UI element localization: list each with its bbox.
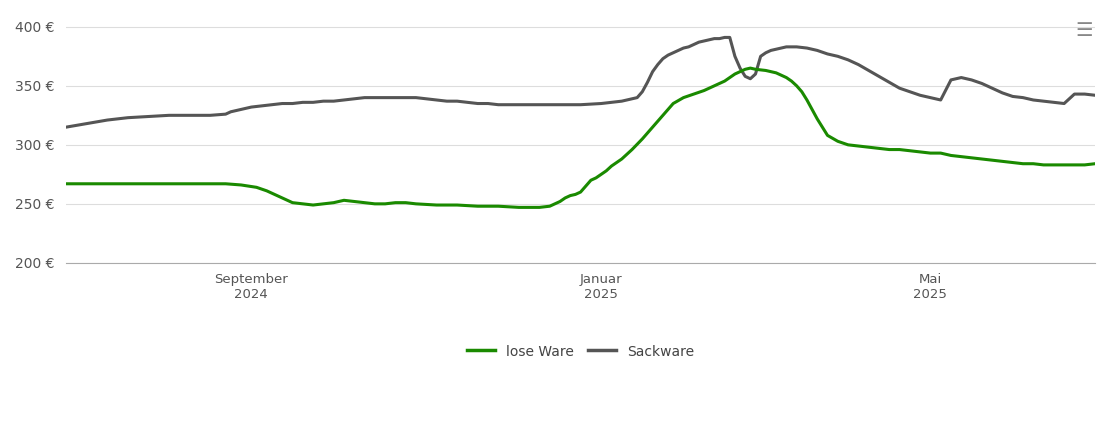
Legend: lose Ware, Sackware: lose Ware, Sackware (462, 339, 699, 364)
Text: ☰: ☰ (1076, 21, 1093, 40)
